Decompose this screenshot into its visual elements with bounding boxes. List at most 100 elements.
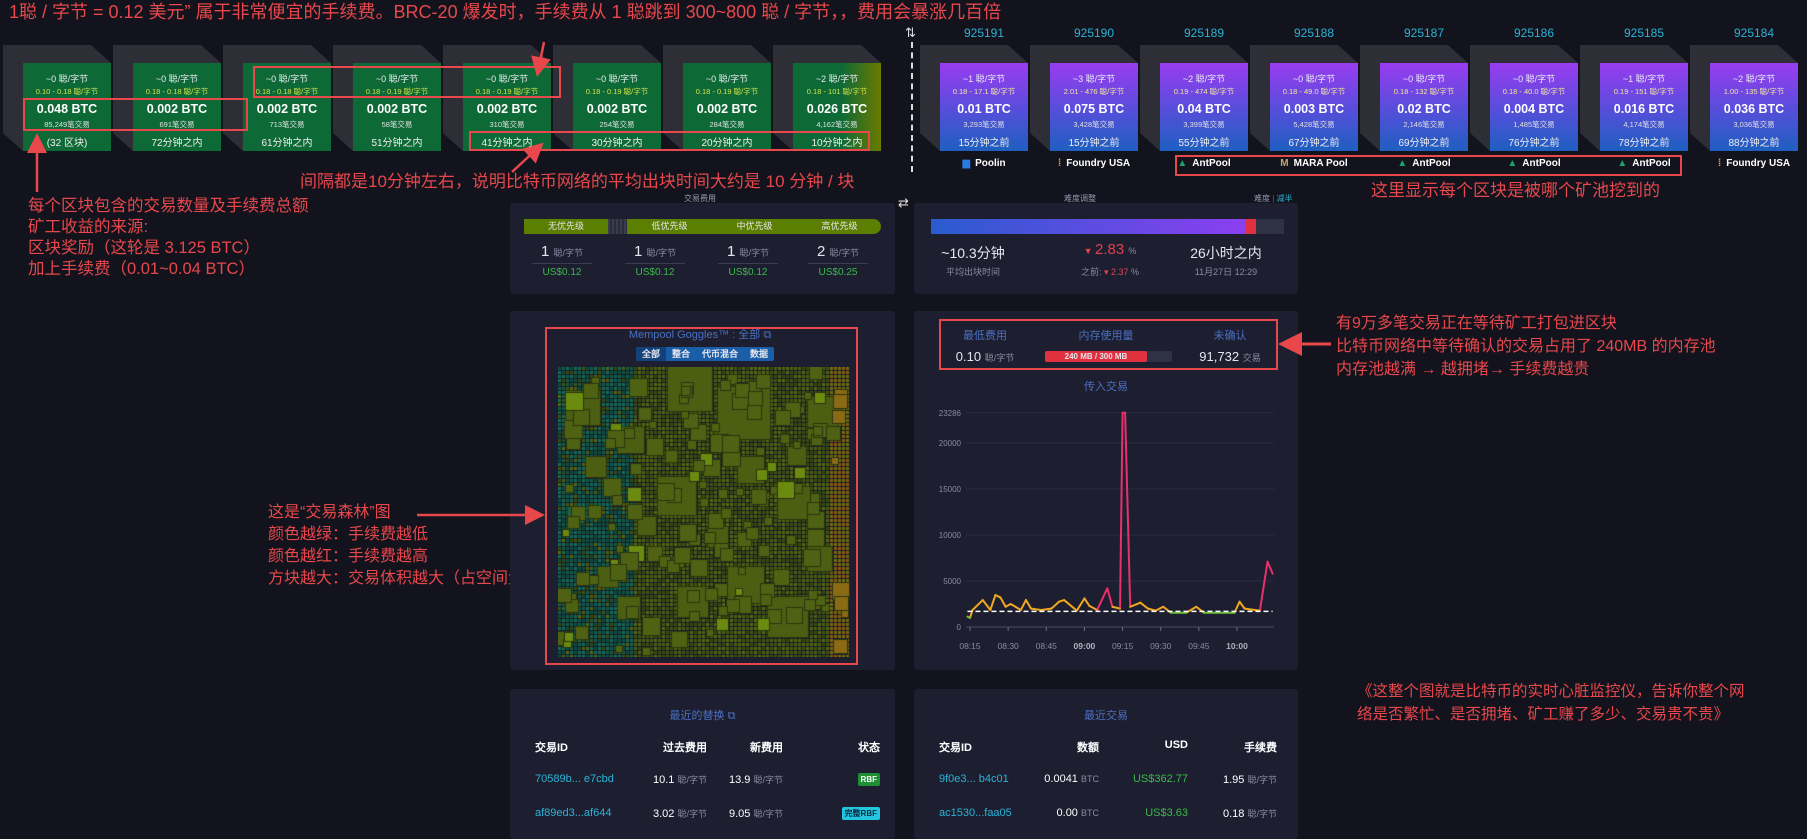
- mined-block[interactable]: ~0 聪/字节 0.18 - 40.0 聪/字节 0.004 BTC 1,485笔交易…: [1470, 45, 1578, 151]
- mining-pool-link[interactable]: ⁞ Foundry USA: [1694, 158, 1807, 170]
- filter-consolidation[interactable]: 整合: [672, 349, 691, 359]
- txid-link[interactable]: ac1530...faa05: [939, 807, 1012, 819]
- usd-value: US$362.77: [1132, 773, 1188, 785]
- tab-halving[interactable]: 减半: [1276, 194, 1293, 203]
- swap-vertical-icon[interactable]: ⇅: [905, 25, 916, 40]
- block-eta: (32 区块): [46, 138, 88, 149]
- block-height-link[interactable]: 925189: [1183, 26, 1225, 40]
- unit: 聪/字节: [646, 248, 677, 258]
- mara-icon: M: [1280, 158, 1289, 169]
- pending-block[interactable]: ~0 聪/字节 0.18 - 0.19 聪/字节 0.002 BTC 310笔交易 41…: [443, 45, 551, 151]
- txid-link[interactable]: af89ed3...af644: [535, 807, 612, 819]
- block-tx-count: 5,428笔交易: [1293, 120, 1335, 129]
- unit: 聪/字节: [984, 353, 1015, 363]
- block-median-fee: ~0 聪/字节: [1402, 74, 1446, 84]
- filter-data[interactable]: 数据: [750, 349, 769, 359]
- mining-pool-link[interactable]: ▲ AntPool: [1584, 158, 1704, 170]
- block-height-link[interactable]: 925185: [1623, 26, 1665, 40]
- memory-label: 内存使用量: [1078, 330, 1134, 342]
- mining-pool-link[interactable]: ▲ AntPool: [1364, 158, 1484, 170]
- mempool-treemap[interactable]: [558, 367, 850, 657]
- fee-divider: [625, 263, 685, 264]
- block-total-fees: 0.002 BTC: [476, 102, 538, 116]
- swap-horizontal-icon[interactable]: ⇄: [898, 195, 909, 210]
- block-median-fee: ~0 聪/字节: [1512, 74, 1556, 84]
- external-link-icon[interactable]: ⧉: [763, 329, 772, 341]
- block-tx-count: 3,428笔交易: [1073, 120, 1115, 129]
- pending-block[interactable]: ~2 聪/字节 0.18 - 101 聪/字节 0.026 BTC 4,162笔交易 1…: [773, 45, 881, 151]
- pool-name: Poolin: [975, 158, 1006, 169]
- block-height-link[interactable]: 925190: [1073, 26, 1115, 40]
- block-total-fees: 0.048 BTC: [36, 102, 98, 116]
- data-point: [1004, 605, 1007, 608]
- priority-low: 低优先级: [651, 221, 688, 231]
- block-height-link[interactable]: 925184: [1733, 26, 1775, 40]
- down-arrow-icon: ▼: [1083, 246, 1096, 256]
- block-total-fees: 0.036 BTC: [1723, 102, 1785, 116]
- txid-link[interactable]: 9f0e3... b4c01: [939, 773, 1009, 785]
- pending-block[interactable]: ~0 聪/字节 0.10 - 0.18 聪/字节 0.048 BTC 85,249笔交…: [3, 45, 111, 151]
- tab-difficulty[interactable]: 难度: [1254, 194, 1270, 203]
- antpool-icon: ▲: [1397, 158, 1408, 169]
- mining-pool-link[interactable]: ▲ AntPool: [1474, 158, 1594, 170]
- mined-block[interactable]: ~3 聪/字节 2.01 - 476 聪/字节 0.075 BTC 3,428笔交易 1…: [1030, 45, 1138, 151]
- pending-block[interactable]: ~0 聪/字节 0.18 - 0.19 聪/字节 0.002 BTC 58笔交易 51分…: [333, 45, 441, 151]
- filter-coinjoin[interactable]: 代币混合: [702, 349, 739, 359]
- replacements-title[interactable]: 最近的替换 ⧉: [510, 707, 895, 723]
- data-point: [966, 615, 969, 618]
- fee-estimate: 1 聪/字节: [615, 243, 695, 260]
- block-total-fees: 0.002 BTC: [696, 102, 758, 116]
- data-point: [1124, 411, 1126, 414]
- pending-block[interactable]: ~0 聪/字节 0.18 - 0.19 聪/字节 0.002 BTC 254笔交易 30…: [553, 45, 661, 151]
- mined-block[interactable]: ~0 聪/字节 0.18 - 49.0 聪/字节 0.003 BTC 5,428笔交易…: [1250, 45, 1358, 151]
- goggles-title[interactable]: Mempool Goggles™ : 全部 ⧉: [600, 326, 800, 342]
- incoming-tx-chart[interactable]: 0 5000 10000 15000 20000 23286 08:15 08:30 08:45…: [914, 395, 1298, 665]
- block-median-fee: ~2 聪/字节: [1182, 74, 1226, 84]
- external-link-icon[interactable]: ⧉: [727, 710, 736, 722]
- data-point: [1096, 609, 1098, 611]
- block-age: 15分钟之前: [958, 138, 1010, 149]
- mining-pool-link[interactable]: ▆ Poolin: [924, 158, 1044, 170]
- pool-name: AntPool: [1192, 158, 1231, 169]
- block-age: 76分钟之前: [1508, 138, 1560, 149]
- block-fee-range: 0.10 - 0.18 聪/字节: [35, 87, 99, 96]
- new-fee: 13.9 聪/字节: [729, 774, 783, 786]
- pending-block[interactable]: ~0 聪/字节 0.18 - 0.18 聪/字节 0.002 BTC 713笔交易 61…: [223, 45, 331, 151]
- fee-usd: US$0.12: [635, 267, 675, 278]
- block-height-link[interactable]: 925191: [963, 26, 1005, 40]
- block-height-link[interactable]: 925187: [1403, 26, 1445, 40]
- pending-block[interactable]: ~0 聪/字节 0.18 - 0.19 聪/字节 0.002 BTC 284笔交易 20…: [663, 45, 771, 151]
- filter-all[interactable]: 全部: [636, 347, 667, 361]
- block-tx-count: 3,293笔交易: [963, 120, 1005, 129]
- mining-pool-link[interactable]: ⁞ Foundry USA: [1034, 158, 1154, 170]
- difficulty-previous: 之前: ▾ 2.37 %: [1080, 267, 1140, 277]
- block-tx-count: 3,036笔交易: [1733, 120, 1775, 129]
- status-badge: 完整RBF: [841, 807, 880, 820]
- mining-pool-link[interactable]: ▲ AntPool: [1144, 158, 1264, 170]
- x-tick-label: 10:00: [1226, 641, 1248, 651]
- amount: 0.0041 BTC: [1044, 773, 1099, 785]
- col-new-fee: 新费用: [750, 742, 783, 754]
- block-age: 67分钟之前: [1288, 138, 1340, 149]
- mined-block[interactable]: ~2 聪/字节 0.19 - 474 聪/字节 0.04 BTC 3,399笔交易 55…: [1140, 45, 1248, 151]
- pending-block[interactable]: ~0 聪/字节 0.18 - 0.18 聪/字节 0.002 BTC 691笔交易 72…: [113, 45, 221, 151]
- mined-block[interactable]: ~2 聪/字节 1.00 - 135 聪/字节 0.036 BTC 3,036笔交易 8…: [1690, 45, 1798, 151]
- fee: 1.95 聪/字节: [1223, 774, 1277, 786]
- series-segment: [1040, 607, 1053, 611]
- data-point: [1147, 607, 1149, 610]
- block-fee-range: 0.18 - 0.18 聪/字节: [255, 87, 319, 96]
- pool-name: Foundry USA: [1726, 158, 1791, 169]
- mined-block[interactable]: ~1 聪/字节 0.19 - 151 聪/字节 0.016 BTC 4,174笔交易 7…: [1580, 45, 1688, 151]
- block-height-link[interactable]: 925188: [1293, 26, 1335, 40]
- block-fee-range: 0.18 - 132 聪/字节: [1393, 87, 1455, 96]
- mined-block[interactable]: ~1 聪/字节 0.18 - 17.1 聪/字节 0.01 BTC 3,293笔交易 1…: [920, 45, 1028, 151]
- chart-title: 传入交易: [1084, 381, 1128, 393]
- memory-usage-bar: 240 MB / 300 MB: [1045, 351, 1172, 362]
- block-total-fees: 0.02 BTC: [1397, 102, 1451, 116]
- mining-pool-link[interactable]: M MARA Pool: [1254, 158, 1374, 170]
- block-height-link[interactable]: 925186: [1513, 26, 1555, 40]
- mined-block[interactable]: ~0 聪/字节 0.18 - 132 聪/字节 0.02 BTC 2,146笔交易 69…: [1360, 45, 1468, 151]
- col-fee: 手续费: [1244, 742, 1277, 754]
- data-point: [1058, 600, 1060, 603]
- txid-link[interactable]: 70589b... e7cbd: [535, 773, 614, 785]
